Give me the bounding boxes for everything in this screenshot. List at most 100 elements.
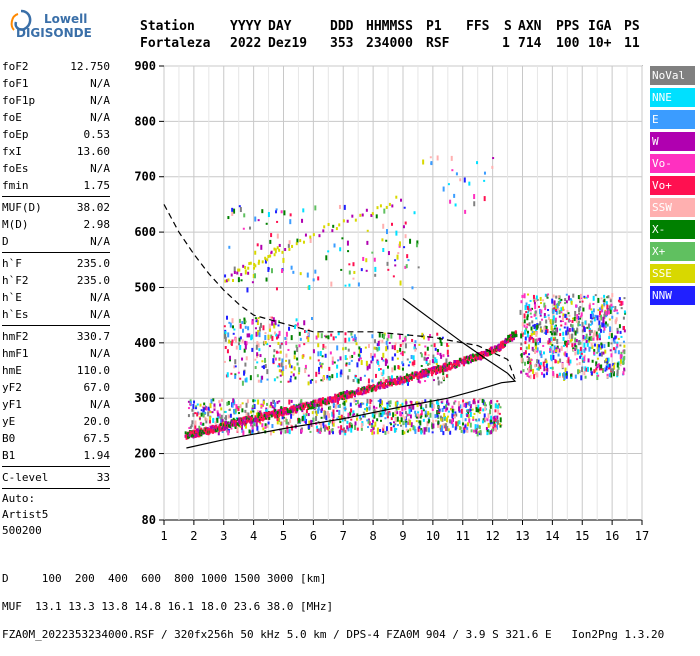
echo-point [207,411,210,417]
echo-point [544,358,547,362]
echo-point [425,361,428,365]
echo-point [397,252,400,255]
echo-point [603,311,606,317]
echo-point [427,370,430,374]
echo-point [401,429,404,435]
echo-point [520,353,523,359]
echo-point [263,411,266,415]
echo-point [270,334,273,339]
echo-point [309,404,312,408]
echo-point [481,398,484,403]
echo-point [563,375,566,381]
echo-point [343,395,346,399]
echo-point [266,424,269,429]
echo-point [363,408,366,411]
echo-point [489,352,492,356]
echo-point [523,293,526,299]
echo-point [579,317,582,320]
echo-point [281,268,284,273]
echo-point [273,323,276,329]
legend-item: X+ [650,242,695,261]
echo-point [565,300,568,304]
echo-point [267,266,270,272]
echo-point [385,359,388,364]
echo-point [273,378,276,382]
echo-point [194,412,197,415]
echo-point [262,365,265,370]
echo-point [299,272,302,276]
echo-point [262,400,265,405]
echo-point [607,310,610,315]
echo-point [362,402,365,405]
echo-point [357,392,360,396]
echo-point [558,348,561,353]
echo-point [395,230,398,236]
echo-point [244,378,247,383]
echo-point [361,213,364,217]
echo-point [466,422,469,427]
echo-point [444,362,447,366]
echo-point [374,421,377,427]
echo-point [304,368,307,371]
echo-point [346,391,349,395]
echo-point [356,362,359,368]
echo-point [316,403,319,407]
echo-point [549,367,552,370]
echo-point [426,346,429,351]
echo-point [458,357,461,361]
echo-point [622,340,625,343]
echo-point [491,346,494,350]
echo-point [489,424,492,427]
echo-point [202,429,205,433]
echo-point [424,413,427,418]
echo-point [321,355,324,358]
x-tick-label: 6 [310,529,317,543]
echo-point [224,336,227,342]
echo-point [395,195,398,199]
echo-point [564,322,567,326]
param-row: B0 67.5 [2,430,110,447]
echo-point [598,363,601,368]
echo-point [289,378,292,383]
echo-point [334,397,337,401]
echo-point [578,312,581,315]
echo-point [529,374,532,379]
echo-point [401,414,404,418]
echo-point [486,430,489,436]
echo-point [264,341,267,345]
echo-point [496,419,499,425]
echo-point [213,403,216,407]
echo-point [336,364,339,369]
echo-point [426,374,429,378]
echo-point [562,331,565,336]
echo-point [368,384,371,388]
echo-point [597,328,600,332]
digisonde-logo: Lowell DIGISONDE [4,6,124,46]
echo-point [289,419,292,424]
echo-point [278,357,281,360]
echo-point [305,413,308,417]
echo-point [561,362,564,368]
echo-point [247,266,250,270]
param-row: foF2 12.750 [2,58,110,75]
echo-point [326,410,329,416]
echo-point [362,387,365,391]
echo-point [276,220,279,223]
echo-point [242,264,245,268]
echo-point [265,409,268,414]
echo-point [349,394,352,398]
echo-point [532,348,535,352]
echo-point [230,273,233,277]
echo-point [185,432,188,436]
echo-point [296,362,299,366]
echo-point [521,322,524,327]
echo-point [567,358,570,364]
echo-point [447,344,450,347]
echo-point [593,351,596,355]
param-name: fmin [2,179,29,192]
echo-point [382,424,385,429]
echo-point [532,368,535,374]
echo-point [590,368,593,373]
echo-point [243,317,246,321]
echo-point [491,350,494,354]
